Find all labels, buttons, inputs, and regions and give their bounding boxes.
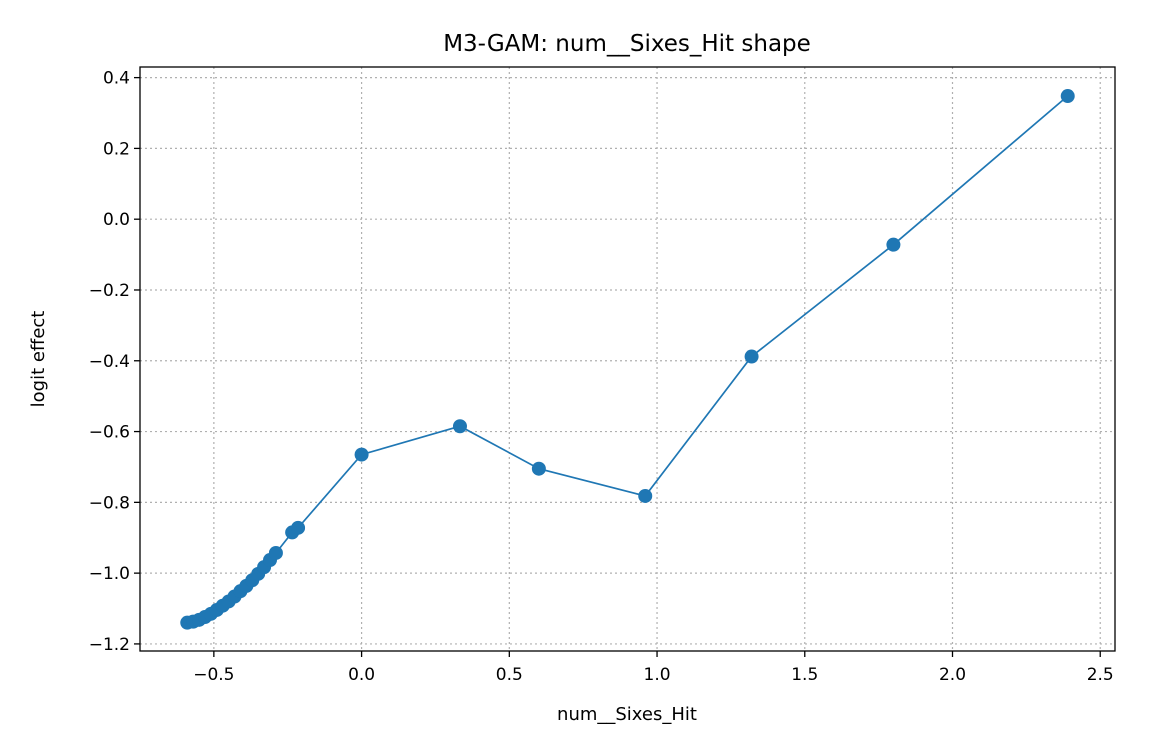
x-tick-label: 2.5 [1087,665,1114,685]
data-point [268,545,283,560]
x-tick-label: 1.0 [644,665,671,685]
plot-frame [139,66,1116,652]
data-point [531,461,546,476]
series-line-layer [180,89,1075,630]
data-point [291,520,306,535]
x-tick-label: −0.5 [193,665,234,685]
data-point [744,349,759,364]
data-point [638,488,653,503]
x-tick-label: 0.0 [348,665,375,685]
y-tick-label: −1.2 [89,635,130,655]
data-point [886,237,901,252]
data-point [1060,89,1075,104]
grid-lines [140,67,1115,651]
axis-ticks: −0.5 0.0 0.5 1.0 1.5 2.0 2.5 −1.2 −1.0 −0.8 −0.6 −0… [89,69,1114,685]
x-tick-label: 0.5 [496,665,523,685]
y-tick-label: 0.0 [103,210,130,230]
x-tick-label: 2.0 [939,665,966,685]
data-point [354,447,369,462]
series-line [187,95,1069,624]
y-axis-label: logit effect [28,311,49,408]
y-tick-label: 0.2 [103,139,130,159]
y-tick-label: −0.6 [89,423,130,443]
chart-title: M3-GAM: num__Sixes_Hit shape [443,31,811,57]
y-tick-label: −0.4 [89,352,130,372]
y-tick-label: −0.8 [89,493,130,513]
x-tick-label: 1.5 [791,665,818,685]
y-tick-label: 0.4 [103,69,130,89]
y-tick-label: −0.2 [89,281,130,301]
y-tick-label: −1.0 [89,564,130,584]
x-axis-label: num__Sixes_Hit [557,704,697,725]
data-point [452,419,467,434]
